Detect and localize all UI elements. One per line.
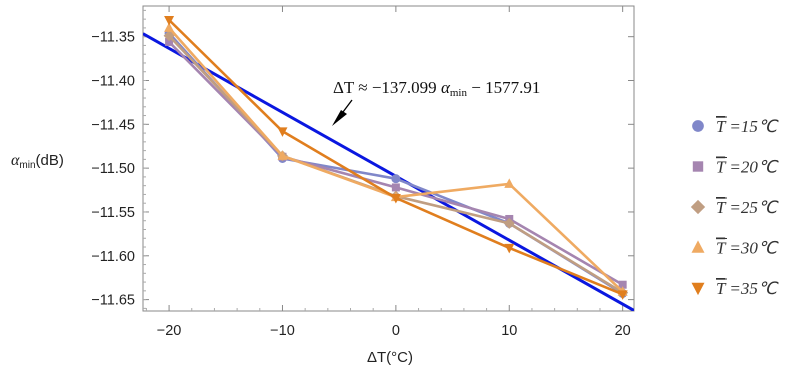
legend-item: T =35℃ bbox=[692, 279, 779, 298]
plot-frame bbox=[143, 6, 634, 311]
legend-label: T =20℃ bbox=[716, 158, 779, 177]
series-1 bbox=[165, 29, 628, 298]
legend-rest: =30℃ bbox=[725, 239, 779, 258]
y-tick-label: −11.35 bbox=[91, 30, 135, 46]
y-tick-label: −11.50 bbox=[91, 161, 135, 177]
fit-equation-lhs: ΔT ≈ −137.099 bbox=[333, 78, 441, 97]
y-axis-label-suffix: (dB) bbox=[36, 152, 64, 169]
data-point bbox=[391, 174, 400, 183]
legend-rest: =15℃ bbox=[725, 117, 779, 136]
plot-area bbox=[143, 16, 634, 310]
data-point bbox=[392, 183, 400, 191]
series-2 bbox=[165, 38, 627, 289]
x-axis-label: ΔT(°C) bbox=[367, 349, 413, 366]
legend-rest: =20℃ bbox=[725, 158, 779, 177]
data-point bbox=[692, 240, 705, 252]
annotation: ΔT ≈ −137.099 αmin − 1577.91 bbox=[332, 78, 540, 126]
legend-label: T =15℃ bbox=[716, 117, 779, 136]
legend-item: T =15℃ bbox=[692, 117, 779, 136]
data-point bbox=[692, 120, 704, 132]
x-tick-label: −20 bbox=[157, 323, 182, 339]
series-5 bbox=[164, 16, 628, 300]
y-tick-label: −11.40 bbox=[91, 73, 135, 89]
x-tick-label: 20 bbox=[615, 323, 631, 339]
x-tick-label: 0 bbox=[392, 323, 400, 339]
series-line bbox=[169, 20, 623, 294]
svg-text:αmin(dB): αmin(dB) bbox=[11, 152, 64, 171]
y-axis-label: αmin(dB) bbox=[11, 152, 64, 171]
x-tick-label: −10 bbox=[270, 323, 295, 339]
annotation-arrow-shaft bbox=[343, 100, 352, 112]
x-tick-label: 10 bbox=[501, 323, 517, 339]
series-line bbox=[169, 36, 623, 293]
y-tick-label: −11.60 bbox=[91, 249, 135, 265]
y-tick-label: −11.65 bbox=[91, 293, 135, 309]
data-point bbox=[691, 200, 705, 214]
legend-item: T =30℃ bbox=[692, 239, 779, 258]
y-tick-label: −11.45 bbox=[91, 117, 135, 133]
legend: T =15℃ T =20℃ T =25℃ T =30℃ T =35℃ bbox=[691, 117, 779, 298]
annotation-arrow-head bbox=[332, 110, 347, 126]
legend-rest: =35℃ bbox=[725, 279, 779, 298]
fit-equation-rhs: − 1577.91 bbox=[467, 78, 540, 97]
legend-label: T =25℃ bbox=[716, 198, 779, 217]
legend-label: T =30℃ bbox=[716, 239, 779, 258]
y-tick-label: −11.55 bbox=[91, 205, 135, 221]
legend-label: T =35℃ bbox=[716, 279, 779, 298]
data-point bbox=[692, 283, 705, 295]
fit-equation: ΔT ≈ −137.099 αmin − 1577.91 bbox=[333, 78, 540, 99]
series-3 bbox=[164, 30, 629, 298]
legend-rest: =25℃ bbox=[725, 198, 779, 217]
data-point bbox=[693, 161, 703, 171]
fit-equation-sub: min bbox=[450, 87, 468, 99]
y-axis-label-sub: min bbox=[19, 160, 35, 171]
legend-item: T =20℃ bbox=[693, 158, 779, 177]
series-line bbox=[169, 33, 623, 293]
legend-item: T =25℃ bbox=[691, 198, 779, 217]
series-group bbox=[164, 16, 629, 300]
